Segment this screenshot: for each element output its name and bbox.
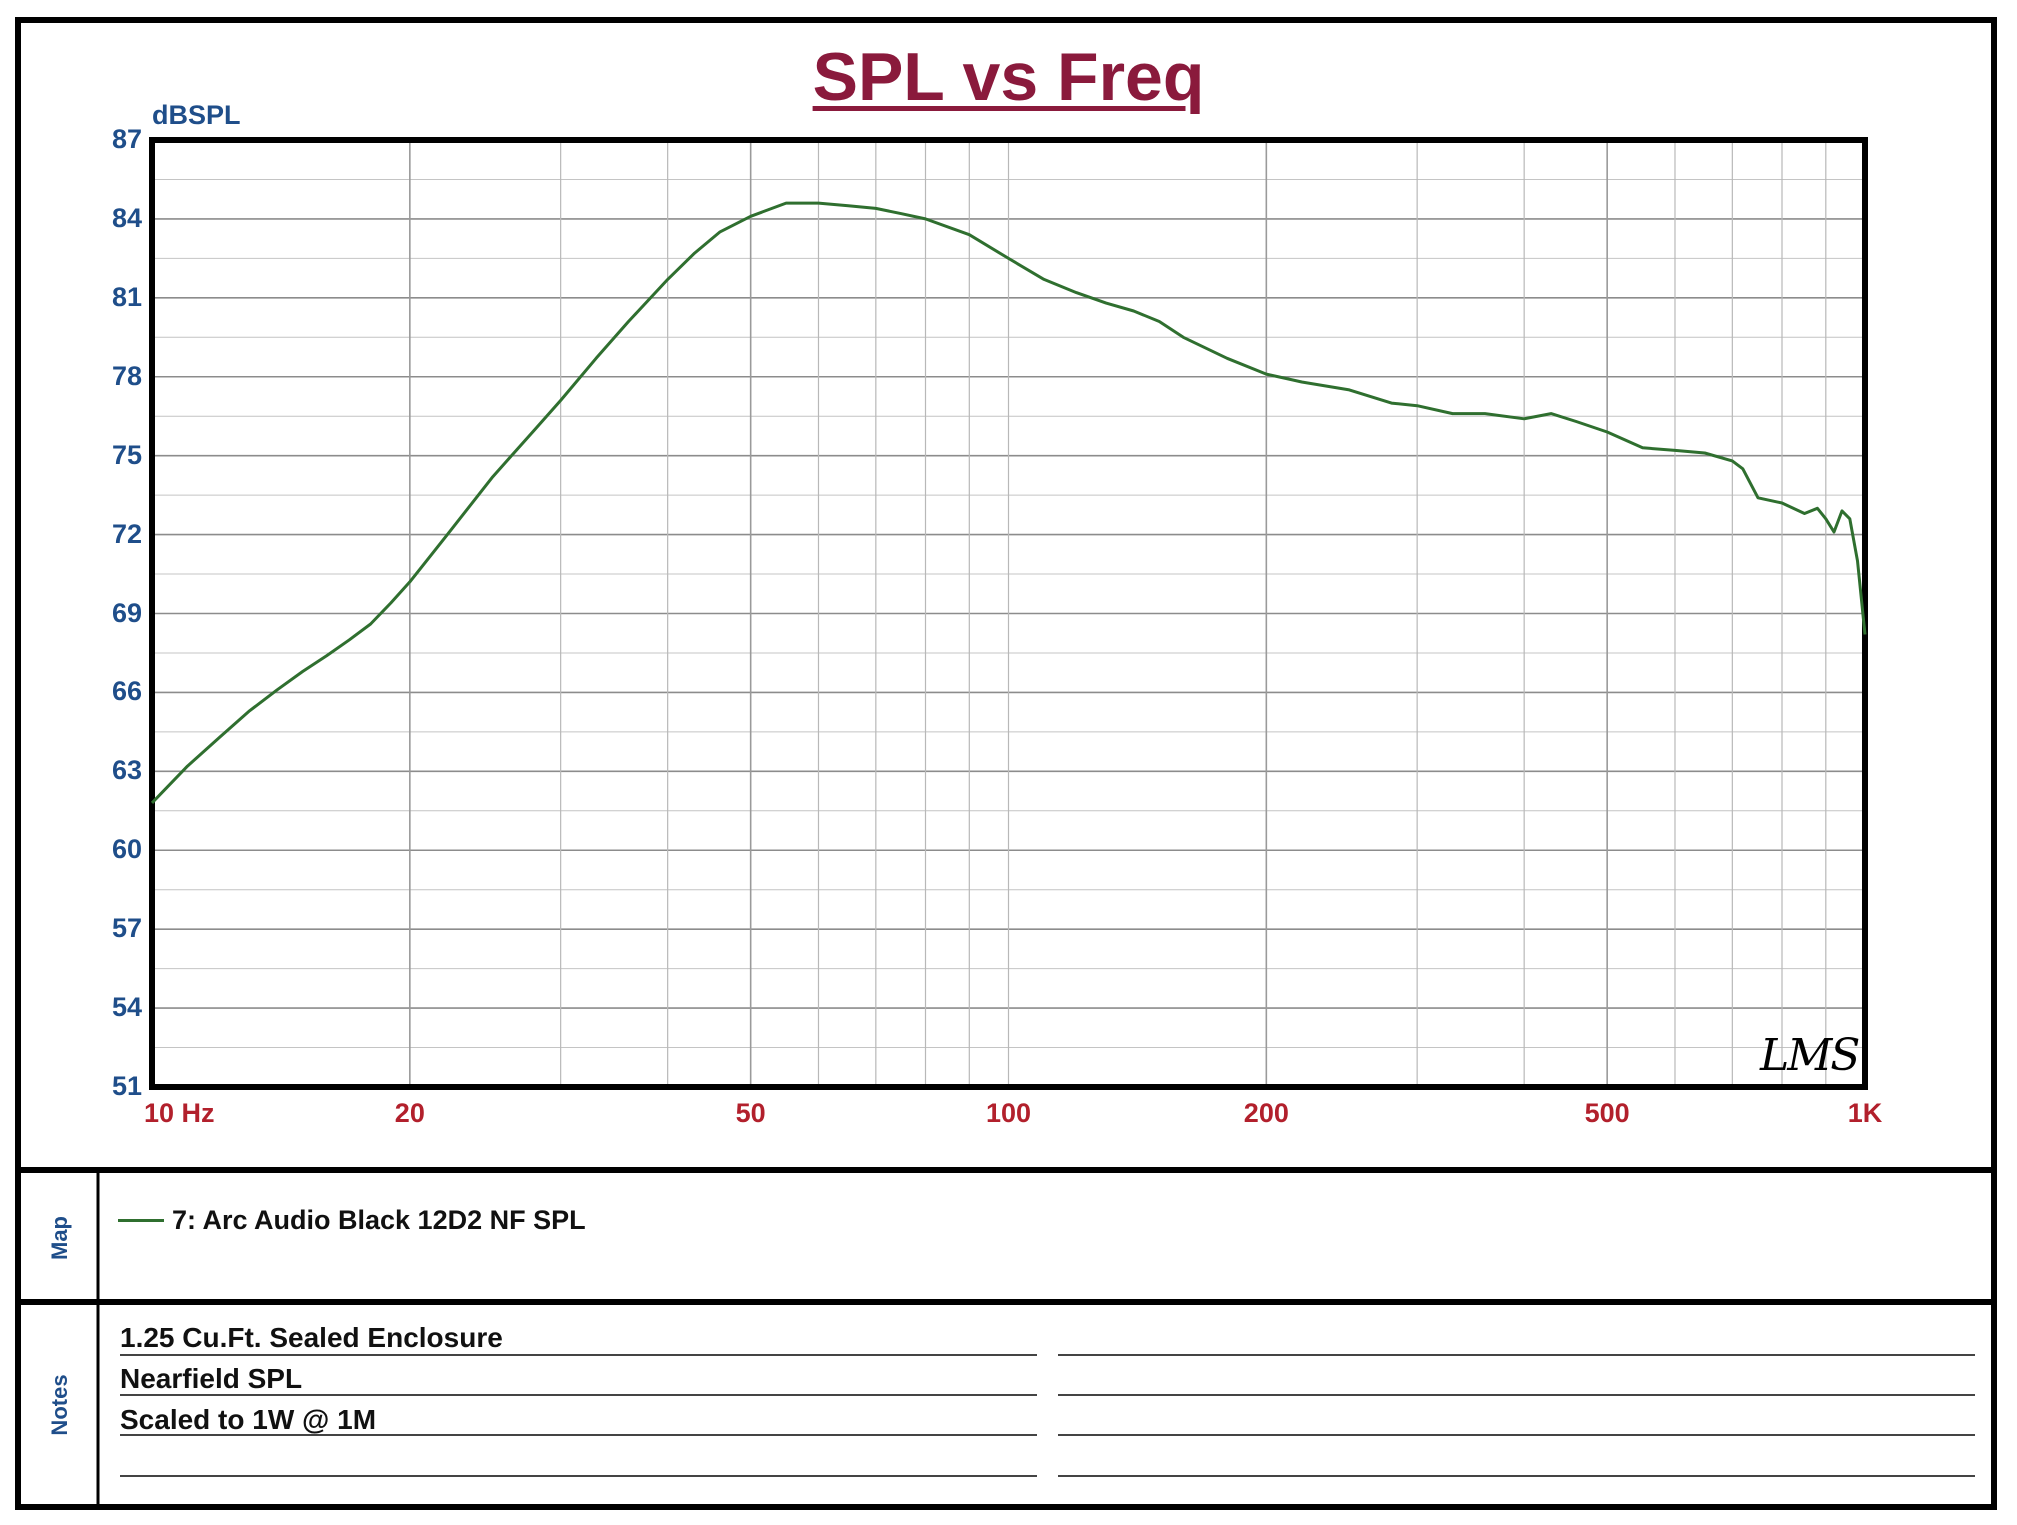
series-line-0 bbox=[150, 201, 1867, 804]
legend-entry: 7: Arc Audio Black 12D2 NF SPL bbox=[118, 1200, 586, 1240]
grid-layer bbox=[152, 139, 1865, 1088]
lms-watermark: LMS bbox=[1760, 1030, 1860, 1081]
x-tick-label: 50 bbox=[735, 1098, 766, 1128]
x-tick-label: 200 bbox=[1243, 1098, 1289, 1128]
x-tick-label: 500 bbox=[1584, 1098, 1630, 1128]
report-frame bbox=[15, 17, 1997, 1510]
legend-label: 7: Arc Audio Black 12D2 NF SPL bbox=[172, 1204, 586, 1235]
note-line-1: 1.25 Cu.Ft. Sealed Enclosure bbox=[120, 1322, 503, 1353]
y-tick-label: 60 bbox=[111, 834, 142, 865]
y-tick-label: 72 bbox=[111, 518, 142, 549]
note-rule bbox=[120, 1475, 1037, 1477]
y-tick-label: 51 bbox=[111, 1071, 142, 1101]
x-tick-label: 10 Hz bbox=[144, 1098, 215, 1128]
notes-section-label: Notes bbox=[47, 1374, 72, 1436]
note-rule bbox=[1058, 1434, 1975, 1436]
note-rule bbox=[120, 1434, 1037, 1436]
series-layer bbox=[150, 201, 1867, 804]
note-rule bbox=[1058, 1394, 1975, 1396]
x-tick-label: 1K bbox=[1847, 1098, 1883, 1128]
y-tick-label: 78 bbox=[111, 360, 142, 391]
note-line-2: Nearfield SPL bbox=[120, 1363, 303, 1394]
note-line-3: Scaled to 1W @ 1M bbox=[120, 1404, 377, 1435]
y-tick-label: 75 bbox=[111, 439, 142, 470]
y-tick-label: 57 bbox=[111, 913, 142, 944]
y-tick-label: 69 bbox=[111, 597, 142, 628]
y-tick-label: 66 bbox=[111, 676, 142, 707]
legend-swatch bbox=[118, 1218, 164, 1222]
note-rule bbox=[1058, 1475, 1975, 1477]
note-rule bbox=[120, 1354, 1037, 1356]
map-section-label: Map bbox=[47, 1216, 72, 1260]
y-tick-label: 63 bbox=[111, 755, 142, 786]
x-tick-label: 20 bbox=[394, 1098, 425, 1128]
y-tick-label: 84 bbox=[111, 202, 142, 233]
y-tick-label: 81 bbox=[111, 281, 142, 312]
y-tick-label: 54 bbox=[111, 992, 142, 1023]
chart-title: SPL vs Freq bbox=[812, 39, 1205, 115]
note-rule bbox=[120, 1394, 1037, 1396]
y-axis-label: dBSPL bbox=[152, 100, 241, 130]
note-rule bbox=[1058, 1354, 1975, 1356]
y-tick-label: 87 bbox=[111, 124, 142, 154]
plot-area-border bbox=[149, 137, 1868, 1090]
x-tick-label: 100 bbox=[985, 1098, 1032, 1128]
